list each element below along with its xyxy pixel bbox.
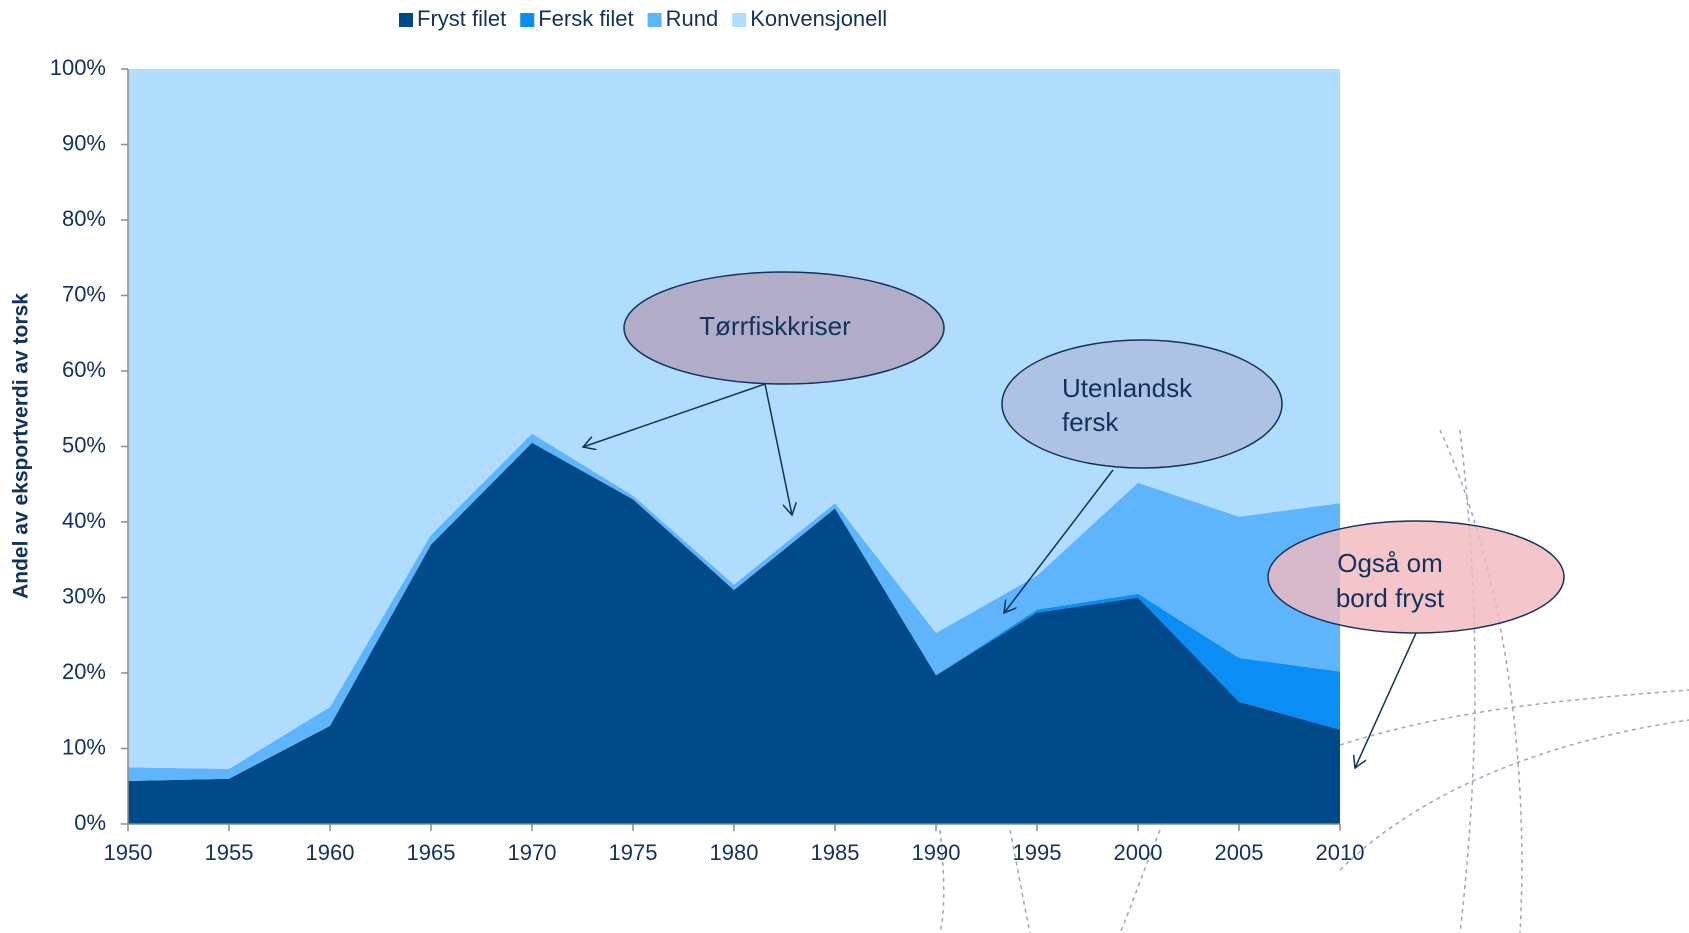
x-tick-label: 2010 — [1316, 840, 1365, 865]
legend-swatch — [399, 13, 413, 27]
y-tick-label: 20% — [62, 659, 106, 684]
y-axis-title: Andel av eksportverdi av torsk — [10, 293, 33, 599]
arrow — [764, 383, 792, 515]
y-tick-label: 0% — [74, 810, 106, 835]
y-tick-label: 80% — [62, 206, 106, 231]
x-tick-label: 1960 — [306, 840, 355, 865]
legend-swatch — [520, 13, 535, 27]
y-tick-label: 90% — [62, 130, 106, 155]
callout — [623, 271, 945, 385]
annotation-text: Utenlandsk — [1062, 373, 1193, 403]
axes: 0% 10% 20% 30% 40% 50% 60% 70% 80% 90% 100% 1950 195… — [50, 55, 1365, 865]
area — [128, 442, 1340, 824]
legend-label: Fryst filet — [417, 6, 506, 31]
legend-label: Konvensjonell — [750, 6, 887, 31]
x-tick-label: 1970 — [508, 840, 557, 865]
x-tick-label: 1985 — [811, 840, 860, 865]
y-tick-label: 50% — [62, 432, 106, 457]
decoration — [939, 429, 1689, 933]
x-tick-label: 1950 — [104, 840, 153, 865]
area — [128, 69, 1340, 769]
y-tick-label: 40% — [62, 508, 106, 533]
y-tick-label: 10% — [62, 734, 106, 759]
x-tick-label: 1990 — [912, 840, 961, 865]
x-tick-label: 2000 — [1114, 840, 1163, 865]
x-tick-label: 1995 — [1013, 840, 1062, 865]
callout — [1267, 520, 1565, 634]
arrow — [1004, 469, 1114, 613]
annotation-text: Også om — [1337, 548, 1443, 578]
y-tick-label: 60% — [62, 357, 106, 382]
y-tick-label: 100% — [50, 55, 106, 80]
x-tick-label: 1965 — [407, 840, 456, 865]
x-tick-label: 1975 — [609, 840, 658, 865]
x-tick-label: 1955 — [205, 840, 254, 865]
legend: Fryst filet Fersk filet Rund Konvensjonell — [399, 6, 887, 31]
x-tick-label: 2005 — [1215, 840, 1264, 865]
annotation-text: fersk — [1062, 407, 1119, 437]
y-tick-label: 70% — [62, 281, 106, 306]
legend-swatch — [732, 13, 747, 27]
legend-label: Fersk filet — [538, 6, 633, 31]
arrow — [583, 383, 766, 447]
x-tick-label: 1980 — [710, 840, 759, 865]
plot-area — [128, 69, 1340, 824]
annotation-text: bord fryst — [1336, 583, 1445, 613]
arrow — [1355, 632, 1417, 768]
callout — [1001, 339, 1283, 469]
annotations: Tørrfiskkriser Utenlandsk fersk Også om … — [583, 271, 1565, 768]
legend-swatch — [647, 13, 662, 27]
legend-label: Rund — [666, 6, 719, 31]
annotation-text: Tørrfiskkriser — [699, 311, 851, 341]
y-tick-label: 30% — [62, 583, 106, 608]
